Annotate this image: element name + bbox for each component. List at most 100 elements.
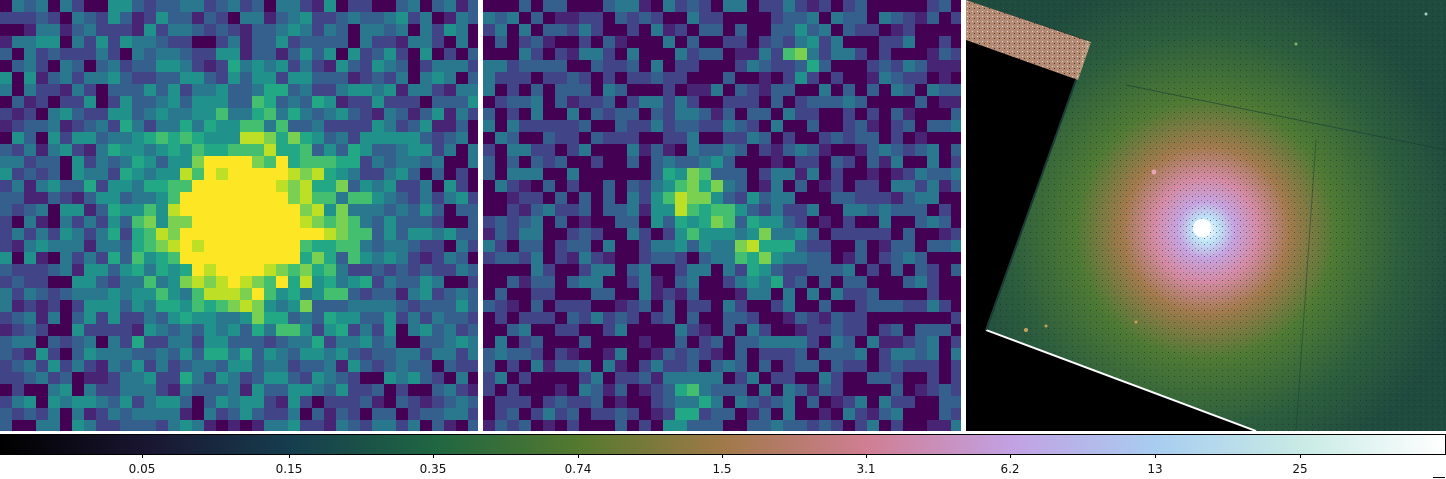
heatmap-pixel — [204, 324, 216, 336]
heatmap-pixel — [735, 348, 747, 360]
heatmap-pixel — [651, 288, 663, 300]
heatmap-pixel — [432, 396, 444, 408]
heatmap-pixel — [180, 96, 192, 108]
heatmap-pixel — [711, 360, 723, 372]
heatmap-pixel — [555, 156, 567, 168]
heatmap-pixel — [264, 144, 276, 156]
heatmap-pixel — [384, 12, 396, 24]
heatmap-pixel — [915, 204, 927, 216]
heatmap-pixel — [12, 228, 24, 240]
heatmap-pixel — [120, 288, 132, 300]
heatmap-pixel — [867, 144, 879, 156]
heatmap-pixel — [372, 144, 384, 156]
heatmap-pixel — [603, 264, 615, 276]
heatmap-pixel — [288, 384, 300, 396]
heatmap-pixel — [915, 12, 927, 24]
heatmap-pixel — [591, 396, 603, 408]
heatmap-pixel — [372, 120, 384, 132]
heatmap-pixel — [384, 348, 396, 360]
heatmap-pixel — [408, 264, 420, 276]
heatmap-pixel — [855, 24, 867, 36]
heatmap-pixel — [72, 48, 84, 60]
heatmap-pixel — [675, 348, 687, 360]
heatmap-pixel — [444, 0, 456, 12]
heatmap-pixel — [120, 84, 132, 96]
heatmap-pixel — [12, 180, 24, 192]
heatmap-pixel — [807, 36, 819, 48]
heatmap-pixel — [687, 312, 699, 324]
heatmap-pixel — [36, 300, 48, 312]
heatmap-pixel — [456, 384, 468, 396]
heatmap-pixel — [156, 132, 168, 144]
heatmap-pixel — [735, 384, 747, 396]
heatmap-pixel — [168, 60, 180, 72]
heatmap-pixel — [687, 12, 699, 24]
heatmap-pixel — [180, 324, 192, 336]
heatmap-pixel — [216, 24, 228, 36]
heatmap-pixel — [420, 348, 432, 360]
heatmap-pixel — [276, 0, 288, 12]
heatmap-pixel — [216, 408, 228, 420]
heatmap-pixel — [312, 252, 324, 264]
heatmap-pixel — [48, 348, 60, 360]
heatmap-pixel — [723, 192, 735, 204]
heatmap-pixel — [72, 84, 84, 96]
heatmap-pixel — [336, 156, 348, 168]
heatmap-pixel — [444, 12, 456, 24]
heatmap-pixel — [939, 72, 951, 84]
heatmap-pixel — [24, 396, 36, 408]
heatmap-pixel — [831, 264, 843, 276]
heatmap-pixel — [96, 324, 108, 336]
heatmap-pixel — [531, 264, 543, 276]
heatmap-pixel — [723, 180, 735, 192]
heatmap-pixel — [288, 312, 300, 324]
heatmap-pixel — [396, 312, 408, 324]
heatmap-pixel — [48, 336, 60, 348]
heatmap-pixel — [507, 384, 519, 396]
heatmap-pixel — [603, 0, 615, 12]
heatmap-pixel — [348, 396, 360, 408]
heatmap-pixel — [603, 84, 615, 96]
heatmap-pixel — [687, 36, 699, 48]
heatmap-pixel — [276, 276, 288, 288]
heatmap-pixel — [288, 300, 300, 312]
noisy-edge-region — [966, 0, 1091, 80]
heatmap-pixel — [120, 252, 132, 264]
heatmap-pixel — [360, 384, 372, 396]
heatmap-pixel — [735, 180, 747, 192]
heatmap-pixel — [324, 288, 336, 300]
heatmap-pixel — [531, 240, 543, 252]
heatmap-pixel — [192, 420, 204, 431]
heatmap-pixel — [495, 396, 507, 408]
heatmap-pixel — [555, 348, 567, 360]
heatmap-pixel — [831, 192, 843, 204]
heatmap-pixel — [651, 108, 663, 120]
heatmap-pixel — [372, 324, 384, 336]
heatmap-pixel — [735, 288, 747, 300]
heatmap-pixel — [699, 420, 711, 431]
heatmap-pixel — [384, 84, 396, 96]
heatmap-pixel — [843, 348, 855, 360]
heatmap-pixel — [348, 228, 360, 240]
heatmap-pixel — [759, 144, 771, 156]
heatmap-pixel — [0, 72, 12, 84]
heatmap-pixel — [12, 348, 24, 360]
heatmap-pixel — [591, 156, 603, 168]
heatmap-pixel — [420, 24, 432, 36]
heatmap-pixel — [468, 420, 478, 431]
heatmap-pixel — [819, 408, 831, 420]
heatmap-pixel — [36, 60, 48, 72]
heatmap-pixel — [216, 204, 228, 216]
heatmap-pixel — [951, 168, 961, 180]
heatmap-pixel — [432, 276, 444, 288]
heatmap-pixel — [651, 72, 663, 84]
heatmap-pixel — [228, 72, 240, 84]
heatmap-pixel — [264, 36, 276, 48]
heatmap-pixel — [759, 276, 771, 288]
heatmap-pixel — [879, 252, 891, 264]
heatmap-pixel — [432, 120, 444, 132]
heatmap-pixel — [60, 240, 72, 252]
heatmap-pixel — [891, 72, 903, 84]
heatmap-pixel — [627, 24, 639, 36]
heatmap-pixel — [336, 312, 348, 324]
